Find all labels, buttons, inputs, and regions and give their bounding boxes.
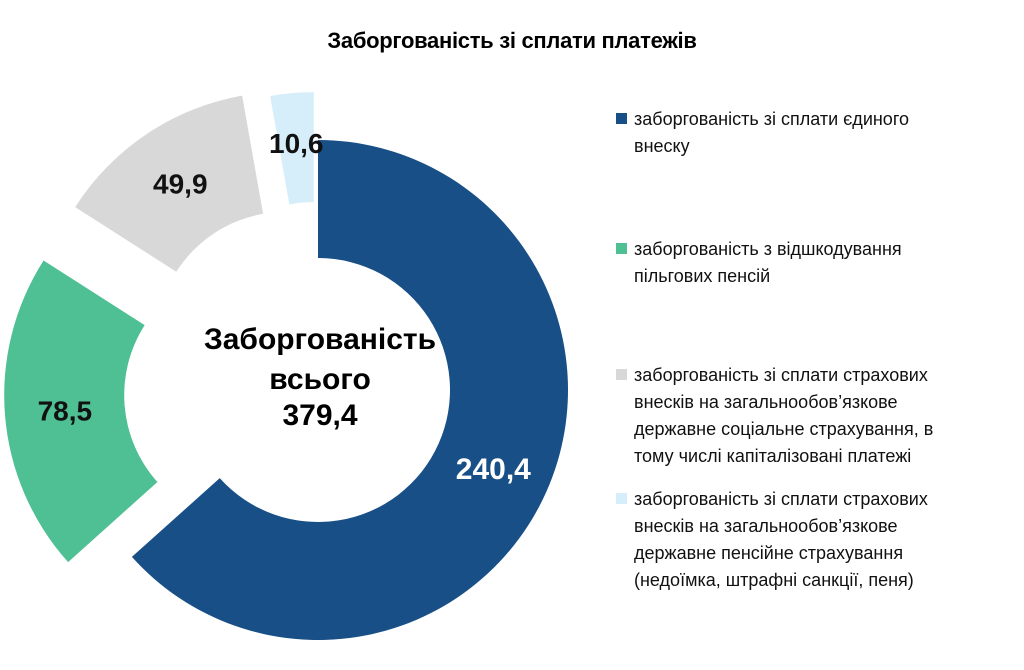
legend-swatch bbox=[616, 493, 627, 504]
chart-title: Заборгованість зі сплати платежів bbox=[327, 28, 697, 53]
center-label-line1: Заборгованість bbox=[203, 323, 437, 356]
legend-label: заборгованість зі сплати єдиного внеску bbox=[634, 109, 910, 156]
legend-label: заборгованість зі сплати страхових внеск… bbox=[634, 489, 928, 590]
center-label-total: 379,4 bbox=[282, 399, 358, 432]
center-label-line2: всього bbox=[269, 363, 371, 396]
slice-value-label: 240,4 bbox=[456, 453, 531, 486]
donut-slice bbox=[75, 95, 264, 272]
legend-swatch bbox=[616, 243, 627, 254]
donut-slice bbox=[4, 260, 158, 563]
donut-slice bbox=[270, 92, 314, 205]
slice-value-label: 49,9 bbox=[153, 169, 208, 200]
legend-label: заборгованість з відшкодування пільгових… bbox=[634, 239, 902, 286]
donut-slice bbox=[131, 140, 568, 640]
legend-swatch bbox=[616, 113, 627, 124]
donut-chart: 240,4 78,5 49,9 10,6 bbox=[4, 92, 568, 640]
legend-swatch bbox=[616, 369, 627, 380]
slice-value-label: 10,6 bbox=[269, 128, 324, 159]
slice-value-label: 78,5 bbox=[38, 395, 93, 426]
legend-label: заборгованість зі сплати страхових внеск… bbox=[634, 365, 934, 466]
